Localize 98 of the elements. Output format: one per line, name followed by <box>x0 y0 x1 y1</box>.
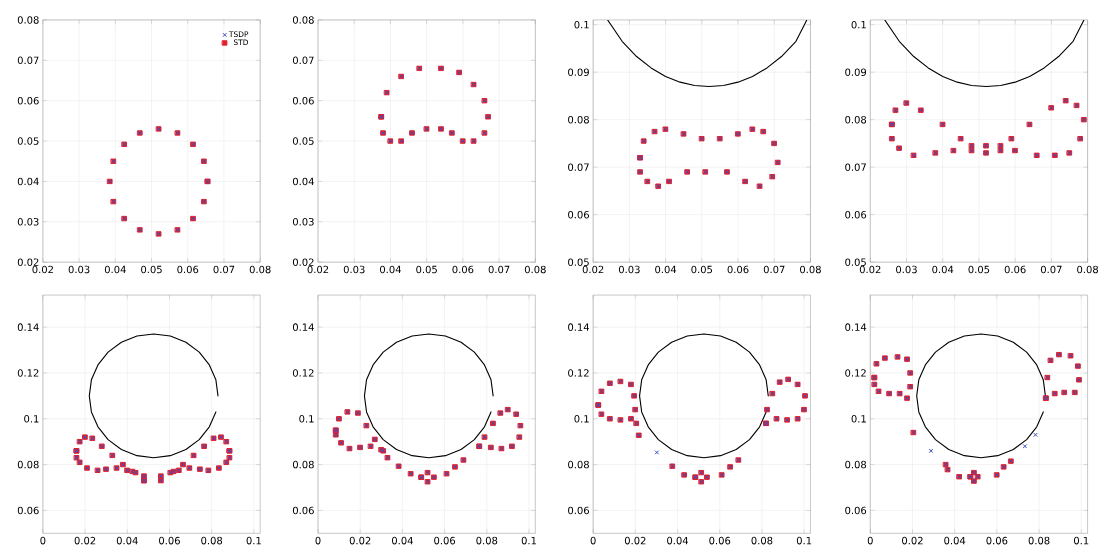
x-tick-label: 0.05 <box>416 265 437 274</box>
x-tick-label: 0.03 <box>343 265 365 274</box>
x-tick-label: 0.1 <box>796 536 812 545</box>
x-tick-label: 0.08 <box>524 265 546 274</box>
x-tick-label: 0.05 <box>691 265 713 274</box>
x-tick-label: 0.04 <box>667 536 689 545</box>
x-tick-label: 0.06 <box>434 536 456 545</box>
x-tick-label: 0.04 <box>104 265 126 274</box>
x-tick-label: 0.02 <box>74 536 96 545</box>
y-tick-label: 0.03 <box>17 217 39 226</box>
y-tick-label: 0.08 <box>845 115 867 124</box>
x-tick-label: 0.1 <box>246 536 261 545</box>
y-tick-label: 0.03 <box>292 217 314 226</box>
y-tick-label: 0.1 <box>299 414 314 423</box>
y-tick-label: 0.09 <box>568 68 589 76</box>
x-tick-label: 0.02 <box>307 265 329 274</box>
x-tick-label: 0.05 <box>968 265 990 274</box>
y-tick-label: 0.07 <box>845 163 866 171</box>
y-tick-label: 0.02 <box>17 258 39 266</box>
y-tick-label: 0.06 <box>17 506 39 515</box>
y-tick-label: 0.1 <box>24 414 39 423</box>
y-tick-label: 0.04 <box>292 177 314 186</box>
y-tick-label: 0.05 <box>292 137 314 145</box>
x-tick-label: 0.04 <box>655 265 677 274</box>
x-tick-label: 0.02 <box>32 265 53 274</box>
y-tick-label: 0.1 <box>574 414 589 423</box>
y-tick-label: 0.09 <box>845 68 867 76</box>
x-tick-label: 0 <box>867 536 873 545</box>
y-tick-label: 0.04 <box>17 177 39 186</box>
x-tick-label: 0.06 <box>452 265 474 274</box>
x-tick-label: 0.04 <box>380 265 401 274</box>
x-tick-label: 0.03 <box>896 265 917 274</box>
x-tick-label: 0.06 <box>727 265 749 274</box>
y-tick-label: 0.08 <box>17 16 39 24</box>
x-tick-label: 0.06 <box>986 536 1008 545</box>
x-tick-label: 0.03 <box>68 265 90 274</box>
x-tick-label: 0.02 <box>902 536 923 545</box>
x-tick-label: 0.1 <box>521 536 536 545</box>
x-tick-label: 0.06 <box>159 536 180 545</box>
x-tick-label: 0.05 <box>141 265 162 274</box>
y-tick-label: 0.12 <box>845 369 866 377</box>
y-tick-label: 0.1 <box>851 414 866 423</box>
x-tick-label: 0.04 <box>116 536 138 545</box>
y-tick-label: 0.07 <box>292 56 314 64</box>
x-tick-label: 0.02 <box>349 536 371 545</box>
y-tick-label: 0.06 <box>568 210 589 219</box>
y-tick-label: 0.08 <box>292 16 314 24</box>
x-tick-label: 0 <box>40 536 46 545</box>
y-tick-label: 0.08 <box>568 115 589 124</box>
y-tick-label: 0.12 <box>17 369 39 377</box>
x-tick-label: 0.1 <box>1073 536 1089 545</box>
x-tick-label: 0.08 <box>1077 265 1098 274</box>
y-tick-label: 0.05 <box>845 258 866 266</box>
x-tick-label: 0.07 <box>1040 265 1062 274</box>
y-tick-label: 0.08 <box>568 460 589 469</box>
y-tick-label: 0.07 <box>568 163 589 171</box>
y-tick-label: 0.14 <box>292 323 314 331</box>
y-tick-label: 0.06 <box>17 96 39 105</box>
y-tick-label: 0.05 <box>568 258 589 266</box>
x-tick-label: 0.08 <box>201 536 223 545</box>
y-tick-label: 0.12 <box>568 369 589 377</box>
y-tick-label: 0.07 <box>17 56 39 64</box>
y-tick-label: 0.06 <box>292 506 314 515</box>
x-tick-label: 0.03 <box>618 265 640 274</box>
y-tick-label: 0.02 <box>292 258 314 266</box>
y-tick-label: 0.1 <box>574 20 589 29</box>
y-tick-label: 0.14 <box>568 323 590 331</box>
x-tick-label: 0 <box>315 536 321 545</box>
x-tick-label: 0.08 <box>476 536 498 545</box>
x-tick-label: 0.02 <box>624 536 646 545</box>
y-tick-label: 0.08 <box>17 460 39 469</box>
x-tick-label: 0.08 <box>751 536 773 545</box>
y-tick-label: 0.1 <box>851 20 866 29</box>
x-tick-label: 0 <box>590 536 596 545</box>
x-tick-label: 0.06 <box>709 536 731 545</box>
x-tick-label: 0.07 <box>488 265 510 274</box>
y-tick-label: 0.06 <box>845 210 867 219</box>
y-tick-label: 0.06 <box>292 96 314 105</box>
y-tick-label: 0.08 <box>292 460 314 469</box>
x-tick-label: 0.07 <box>213 265 235 274</box>
y-tick-label: 0.06 <box>845 506 867 515</box>
x-tick-label: 0.08 <box>1028 536 1050 545</box>
x-tick-label: 0.04 <box>944 536 966 545</box>
x-tick-label: 0.04 <box>391 536 413 545</box>
x-tick-label: 0.04 <box>932 265 954 274</box>
x-tick-label: 0.02 <box>582 265 604 274</box>
y-tick-label: 0.08 <box>845 460 867 469</box>
x-tick-label: 0.06 <box>1004 265 1026 274</box>
x-tick-label: 0.08 <box>249 265 271 274</box>
y-tick-label: 0.06 <box>568 506 589 515</box>
x-tick-label: 0.02 <box>859 265 881 274</box>
y-tick-label: 0.05 <box>17 137 39 145</box>
y-tick-label: 0.12 <box>292 369 314 377</box>
x-tick-label: 0.07 <box>763 265 785 274</box>
x-tick-label: 0.06 <box>177 265 199 274</box>
x-tick-label: 0.08 <box>800 265 821 274</box>
y-tick-label: 0.14 <box>17 323 39 331</box>
y-tick-label: 0.14 <box>845 323 867 331</box>
